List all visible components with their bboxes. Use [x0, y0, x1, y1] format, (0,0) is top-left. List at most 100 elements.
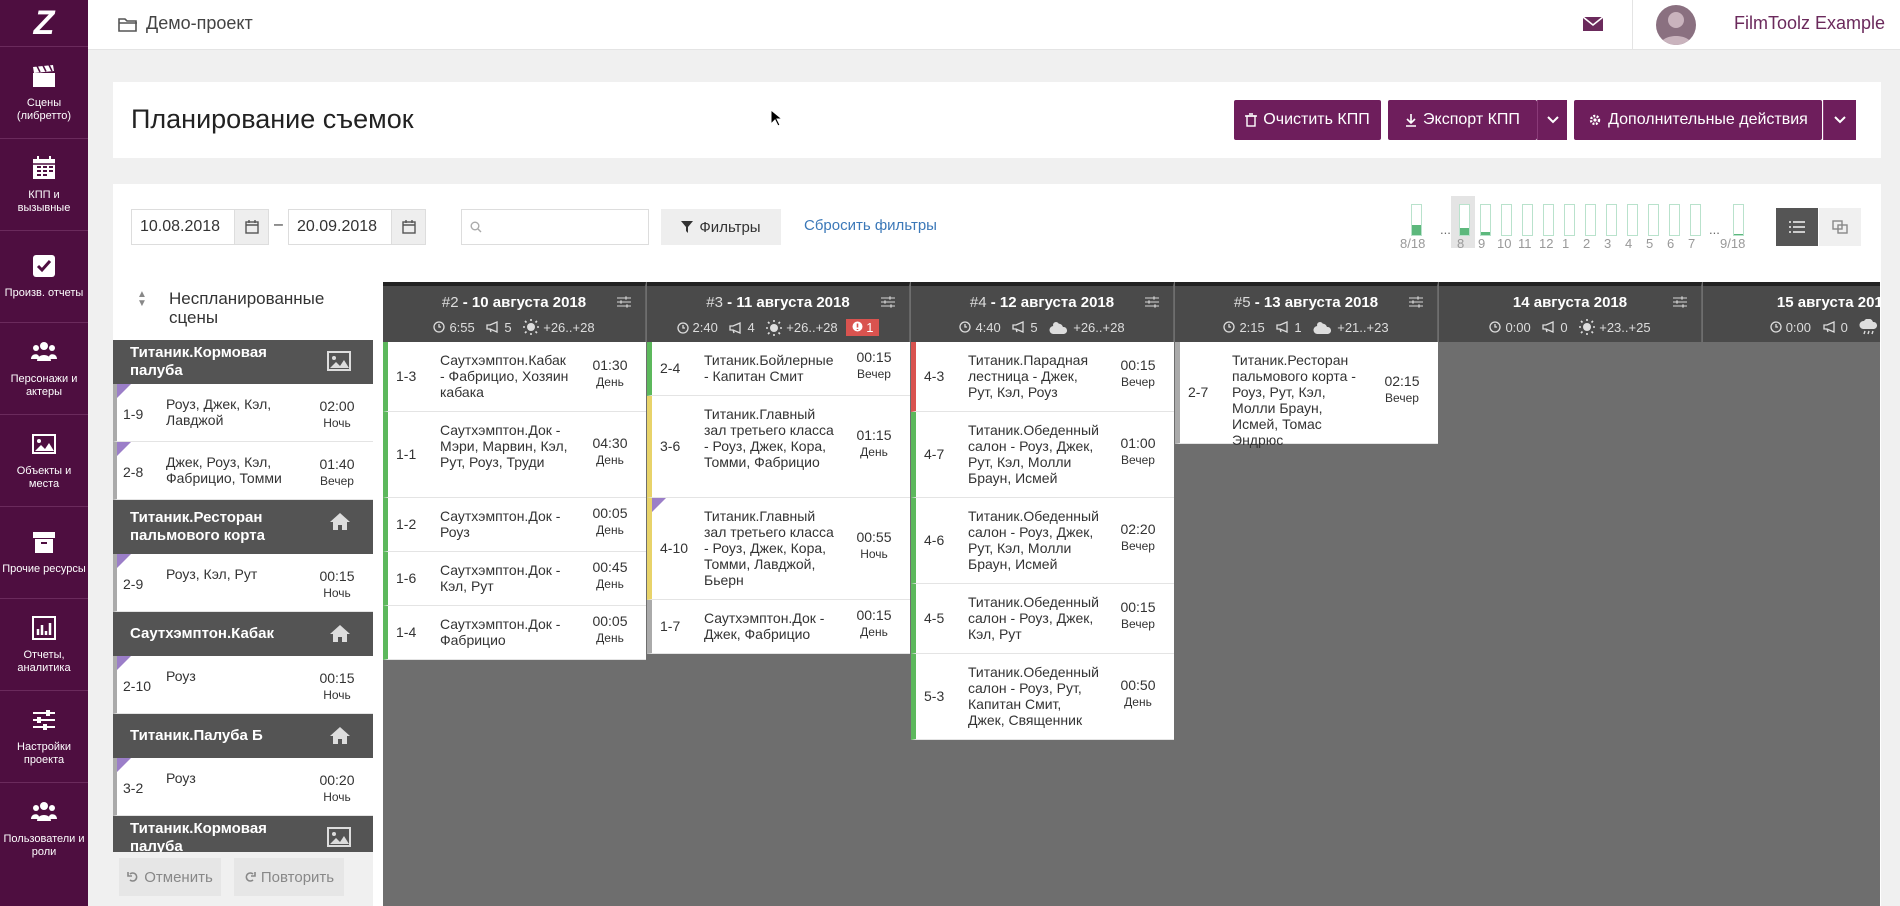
scheduled-scene-card[interactable]: 1-7 Саутхэмптон.Док - Джек, Фабрицио 00:15… — [647, 600, 910, 654]
date-from-field[interactable]: 10.08.2018 — [131, 209, 269, 245]
sidebar-item-5[interactable]: Объекты и места — [0, 414, 88, 506]
schedule-board: #2 - 10 августа 2018 6:55 5 +26..+28 1-3 Са… — [383, 282, 1880, 906]
scene-id: 2-7 — [1188, 384, 1209, 400]
filters-label: Фильтры — [699, 218, 761, 236]
mail-icon[interactable] — [1582, 14, 1604, 34]
unplanned-scene-card[interactable]: 2-8 Джек, Роуз, Кэл, Фабрицио, Томми 01:40… — [113, 442, 373, 500]
scheduled-scene-card[interactable]: 1-1 Саутхэмптон.Док - Мэри, Марвин, Кэл, … — [383, 412, 646, 498]
sidebar-item-7[interactable]: Отчеты, аналитика — [0, 598, 88, 690]
day-settings-icon[interactable] — [1409, 296, 1423, 308]
location-name: Титаник.Палуба Б — [130, 727, 263, 744]
user-name[interactable]: FilmToolz Example — [1734, 13, 1886, 33]
cloudy-icon — [1313, 322, 1332, 334]
scene-duration: 01:30 — [592, 357, 628, 373]
scheduled-scene-card[interactable]: 4-7 Титаник.Обеденный салон - Роуз, Джек,… — [911, 412, 1174, 498]
reset-filters-link[interactable]: Сбросить фильтры — [804, 217, 937, 234]
workload-bar[interactable] — [1522, 204, 1533, 236]
redo-button[interactable]: Повторить — [234, 858, 344, 896]
sidebar-item-6[interactable]: Прочие ресурсы — [0, 506, 88, 598]
date-to-value: 20.09.2018 — [297, 218, 378, 235]
sort-icon[interactable]: ▲ ▼ — [137, 289, 147, 309]
workload-bar[interactable] — [1564, 204, 1575, 236]
workload-bar[interactable] — [1585, 204, 1596, 236]
more-actions-button[interactable]: Дополнительные действия — [1574, 100, 1822, 140]
unplanned-scene-card[interactable]: 1-9 Роуз, Джек, Кэл, Лавджой 02:00 Ночь — [113, 384, 373, 442]
scheduled-scene-card[interactable]: 1-2 Саутхэмптон.Док - Роуз 00:05 День — [383, 498, 646, 552]
scheduled-scene-card[interactable]: 4-10 Титаник.Главный зал третьего класса … — [647, 498, 910, 600]
export-dropdown-toggle[interactable] — [1537, 100, 1567, 140]
sidebar-item-8[interactable]: Настройки проекта — [0, 690, 88, 782]
filters-button[interactable]: Фильтры — [661, 209, 781, 245]
scheduled-scene-card[interactable]: 1-4 Саутхэмптон.Док - Фабрицио 00:05 День — [383, 606, 646, 660]
date-from-calendar-button[interactable] — [234, 210, 268, 244]
sidebar-item-2[interactable]: КПП и вызывные — [0, 138, 88, 230]
workload-bar[interactable] — [1606, 204, 1617, 236]
scheduled-scene-card[interactable]: 4-3 Титаник.Парадная лестница - Джек, Рут… — [911, 342, 1174, 412]
day-settings-icon[interactable] — [1673, 296, 1687, 308]
clapperboard-icon — [33, 64, 55, 87]
user-avatar-icon — [1660, 12, 1692, 45]
scheduled-scene-card[interactable]: 4-6 Титаник.Обеденный салон - Роуз, Джек,… — [911, 498, 1174, 584]
scheduled-scene-card[interactable]: 2-4 Титаник.Бойлерные - Капитан Смит 00:15… — [647, 342, 910, 396]
date-to-field[interactable]: 20.09.2018 — [288, 209, 426, 245]
unplanned-scene-card[interactable]: 2-10 Роуз 00:15 Ночь — [113, 656, 373, 714]
list-view-button[interactable] — [1776, 208, 1818, 246]
workload-bar[interactable] — [1501, 204, 1512, 236]
day-header[interactable]: 15 августа 2018 0:00 0 +2 — [1703, 282, 1880, 342]
workload-bar-label: 8/18 — [1400, 236, 1426, 251]
logo[interactable]: Z — [33, 3, 55, 42]
location-name: Саутхэмптон.Кабак — [130, 625, 274, 642]
avatar[interactable] — [1656, 5, 1696, 45]
day-title: 14 августа 2018 — [1439, 294, 1701, 311]
workload-bar[interactable] — [1459, 204, 1470, 236]
scene-description: Саутхэмптон.Док - Роуз — [440, 508, 561, 540]
mouse-cursor-icon — [770, 109, 782, 127]
scheduled-scene-card[interactable]: 1-6 Саутхэмптон.Док - Кэл, Рут 00:45 День — [383, 552, 646, 606]
unplanned-scene-card[interactable]: 3-2 Роуз 00:20 Ночь — [113, 758, 373, 816]
scheduled-scene-card[interactable]: 3-6 Титаник.Главный зал третьего класса -… — [647, 396, 910, 498]
workload-bar[interactable] — [1669, 204, 1680, 236]
unplanned-scene-card[interactable]: 2-9 Роуз, Кэл, Рут 00:15 Ночь — [113, 554, 373, 612]
day-header[interactable]: 14 августа 2018 0:00 0 +23..+25 — [1439, 282, 1702, 342]
day-header[interactable]: #5 - 13 августа 2018 2:15 1 +21..+23 — [1175, 282, 1438, 342]
day-header[interactable]: #3 - 11 августа 2018 2:40 4 +26..+28 1 — [647, 282, 910, 342]
scene-id: 4-10 — [660, 540, 689, 556]
sidebar-item-4[interactable]: Персонажи и актеры — [0, 322, 88, 414]
day-header[interactable]: #2 - 10 августа 2018 6:55 5 +26..+28 — [383, 282, 646, 342]
scheduled-scene-card[interactable]: 1-3 Саутхэмптон.Кабак - Фабрицио, Хозяин … — [383, 342, 646, 412]
location-name: Титаник.Кормовая палуба — [130, 344, 267, 379]
workload-bar[interactable] — [1411, 204, 1422, 236]
export-kpp-button[interactable]: Экспорт КПП — [1388, 100, 1537, 140]
day-header[interactable]: #4 - 12 августа 2018 4:40 5 +26..+28 — [911, 282, 1174, 342]
sidebar-item-9[interactable]: Пользователи и роли — [0, 782, 88, 874]
sidebar-item-3[interactable]: Произв. отчеты — [0, 230, 88, 322]
more-actions-dropdown-toggle[interactable] — [1823, 100, 1856, 140]
clear-kpp-button[interactable]: Очистить КПП — [1234, 100, 1381, 140]
day-settings-icon[interactable] — [617, 296, 631, 308]
scene-marker — [652, 498, 666, 512]
day-settings-icon[interactable] — [881, 296, 895, 308]
scheduled-scene-card[interactable]: 4-5 Титаник.Обеденный салон - Роуз, Джек,… — [911, 584, 1174, 654]
alert-badge[interactable]: 1 — [845, 319, 880, 336]
day-settings-icon[interactable] — [1145, 296, 1159, 308]
scheduled-scene-card[interactable]: 2-7 Титаник.Ресторан пальмового корта - Р… — [1175, 342, 1438, 448]
day-temperature: +21..+23 — [1337, 319, 1389, 335]
scene-description: Роуз, Кэл, Рут — [166, 566, 258, 582]
date-to-calendar-button[interactable] — [391, 210, 425, 244]
grid-view-button[interactable] — [1819, 208, 1861, 246]
workload-bar[interactable] — [1733, 204, 1744, 236]
scheduled-scene-card[interactable]: 5-3 Титаник.Обеденный салон - Роуз, Рут, … — [911, 654, 1174, 740]
workload-bar[interactable] — [1690, 204, 1701, 236]
workload-bar[interactable] — [1543, 204, 1554, 236]
location-group-header: Титаник.Палуба Б — [113, 714, 373, 758]
workload-bar[interactable] — [1480, 204, 1491, 236]
search-input[interactable] — [461, 209, 649, 245]
sidebar-item-1[interactable]: Сцены (либретто) — [0, 46, 88, 138]
project-selector[interactable]: Демо-проект — [118, 13, 253, 34]
workload-bar[interactable] — [1627, 204, 1638, 236]
people-icon — [31, 341, 57, 361]
workload-bar-label: 8 — [1457, 236, 1465, 251]
undo-button[interactable]: Отменить — [119, 858, 221, 896]
scene-duration: 00:15 — [1120, 599, 1156, 615]
workload-bar[interactable] — [1648, 204, 1659, 236]
